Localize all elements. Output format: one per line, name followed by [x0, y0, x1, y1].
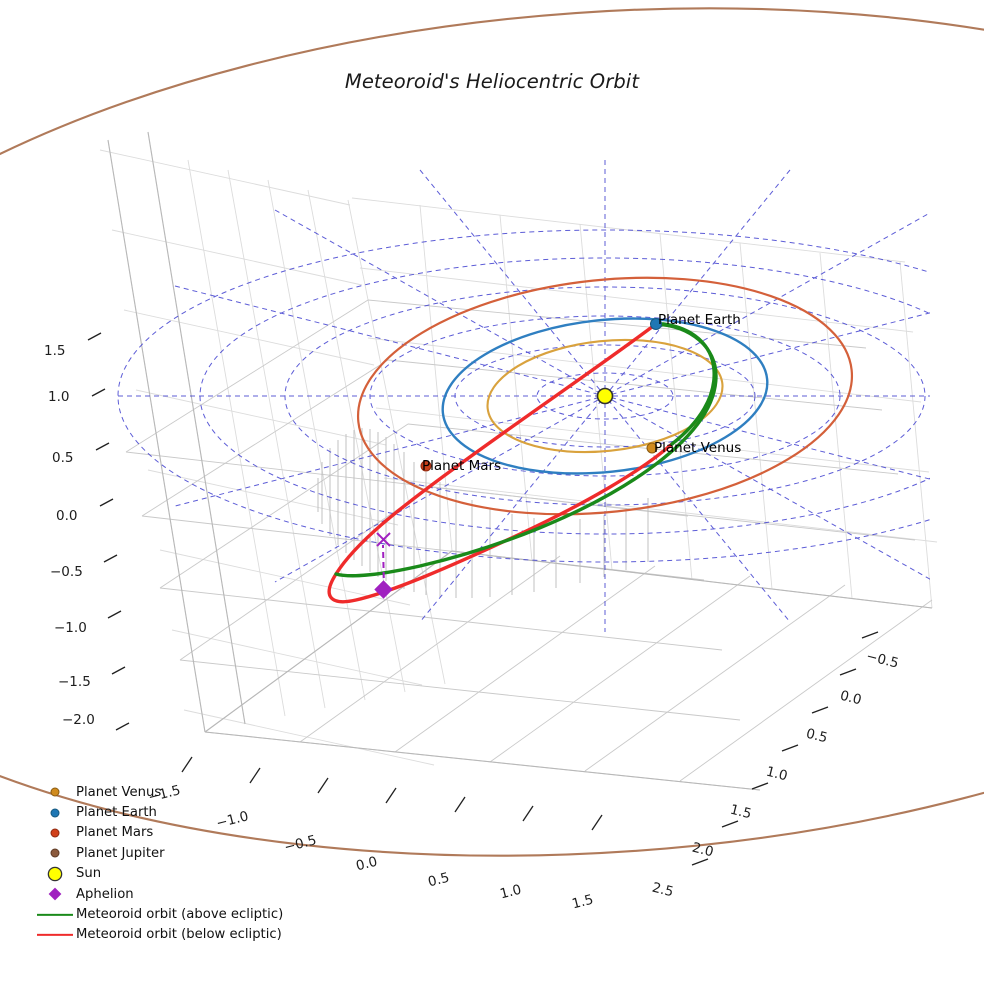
- legend-item-planet-mars[interactable]: Planet Mars: [34, 823, 334, 843]
- legend-label: Aphelion: [76, 886, 134, 902]
- planet-mars-marker: [420, 460, 432, 472]
- annotation-planet-venus: Planet Venus: [654, 440, 742, 456]
- venus-marker-icon: [34, 782, 76, 802]
- legend-item-planet-jupiter[interactable]: Planet Jupiter: [34, 843, 334, 863]
- chart-title: Meteoroid's Heliocentric Orbit: [344, 70, 640, 93]
- meteoroid-orbit-above: [654, 322, 716, 446]
- z-tick: 0.0: [56, 508, 78, 524]
- legend-label: Planet Earth: [76, 805, 157, 821]
- legend-item-aphelion[interactable]: Aphelion: [34, 884, 334, 904]
- legend-label: Meteoroid orbit (below ecliptic): [76, 927, 282, 943]
- grid-wall-left-horizontals: [99, 149, 435, 766]
- grid-wall-right-verticals: [419, 204, 933, 609]
- orbit-mars: [356, 276, 854, 516]
- jupiter-marker-icon: [34, 843, 76, 863]
- polar-grid: [117, 160, 930, 632]
- meteoroid-orbit-above-branch: [334, 322, 718, 578]
- legend-label: Sun: [76, 866, 102, 882]
- z-tick: 1.0: [48, 389, 70, 405]
- planet-venus-marker: [646, 442, 658, 454]
- aphelion-projection-x-icon: [376, 532, 391, 547]
- aphelion-marker: [374, 580, 393, 599]
- legend-item-planet-earth[interactable]: Planet Earth: [34, 802, 334, 822]
- legend-item-meteoroid-below[interactable]: Meteoroid orbit (below ecliptic): [34, 925, 334, 945]
- legend-label: Planet Jupiter: [76, 845, 165, 861]
- green-line-icon: [34, 905, 76, 925]
- legend-label: Planet Venus: [76, 784, 162, 800]
- legend-label: Meteoroid orbit (above ecliptic): [76, 907, 284, 923]
- legend-item-meteoroid-above[interactable]: Meteoroid orbit (above ecliptic): [34, 904, 334, 924]
- legend-item-planet-venus[interactable]: Planet Venus: [34, 782, 334, 802]
- z-tick: −1.5: [58, 674, 91, 690]
- aphelion-dropline: [382, 544, 385, 589]
- legend-label: Planet Mars: [76, 825, 154, 841]
- orbit-jupiter: [0, 7, 984, 857]
- sun-marker: [596, 387, 614, 405]
- cartesian-grid-walls: [99, 131, 938, 791]
- legend-item-sun[interactable]: Sun: [34, 864, 334, 884]
- mars-marker-icon: [34, 823, 76, 843]
- orbit-venus: [486, 338, 724, 454]
- axis-spines: [107, 131, 933, 791]
- red-line-icon: [34, 925, 76, 945]
- z-tick: −0.5: [50, 564, 83, 580]
- annotation-planet-earth: Planet Earth: [658, 312, 741, 328]
- planet-earth-marker: [650, 318, 662, 330]
- meteoroid-orbit-below: [327, 322, 674, 604]
- z-tick: −2.0: [62, 712, 95, 728]
- grid-floor: [125, 299, 933, 791]
- earth-marker-icon: [34, 803, 76, 823]
- z-tick: 1.5: [44, 343, 66, 359]
- sun-marker-icon: [34, 864, 76, 884]
- orbit-earth: [441, 317, 769, 475]
- annotation-planet-mars: Planet Mars: [422, 458, 502, 474]
- axis-tick-marks: [87, 332, 879, 866]
- z-tick: 0.5: [52, 450, 74, 466]
- legend: Planet Venus Planet Earth Planet Mars Pl…: [34, 782, 334, 945]
- aphelion-marker-icon: [34, 884, 76, 904]
- z-tick: −1.0: [54, 620, 87, 636]
